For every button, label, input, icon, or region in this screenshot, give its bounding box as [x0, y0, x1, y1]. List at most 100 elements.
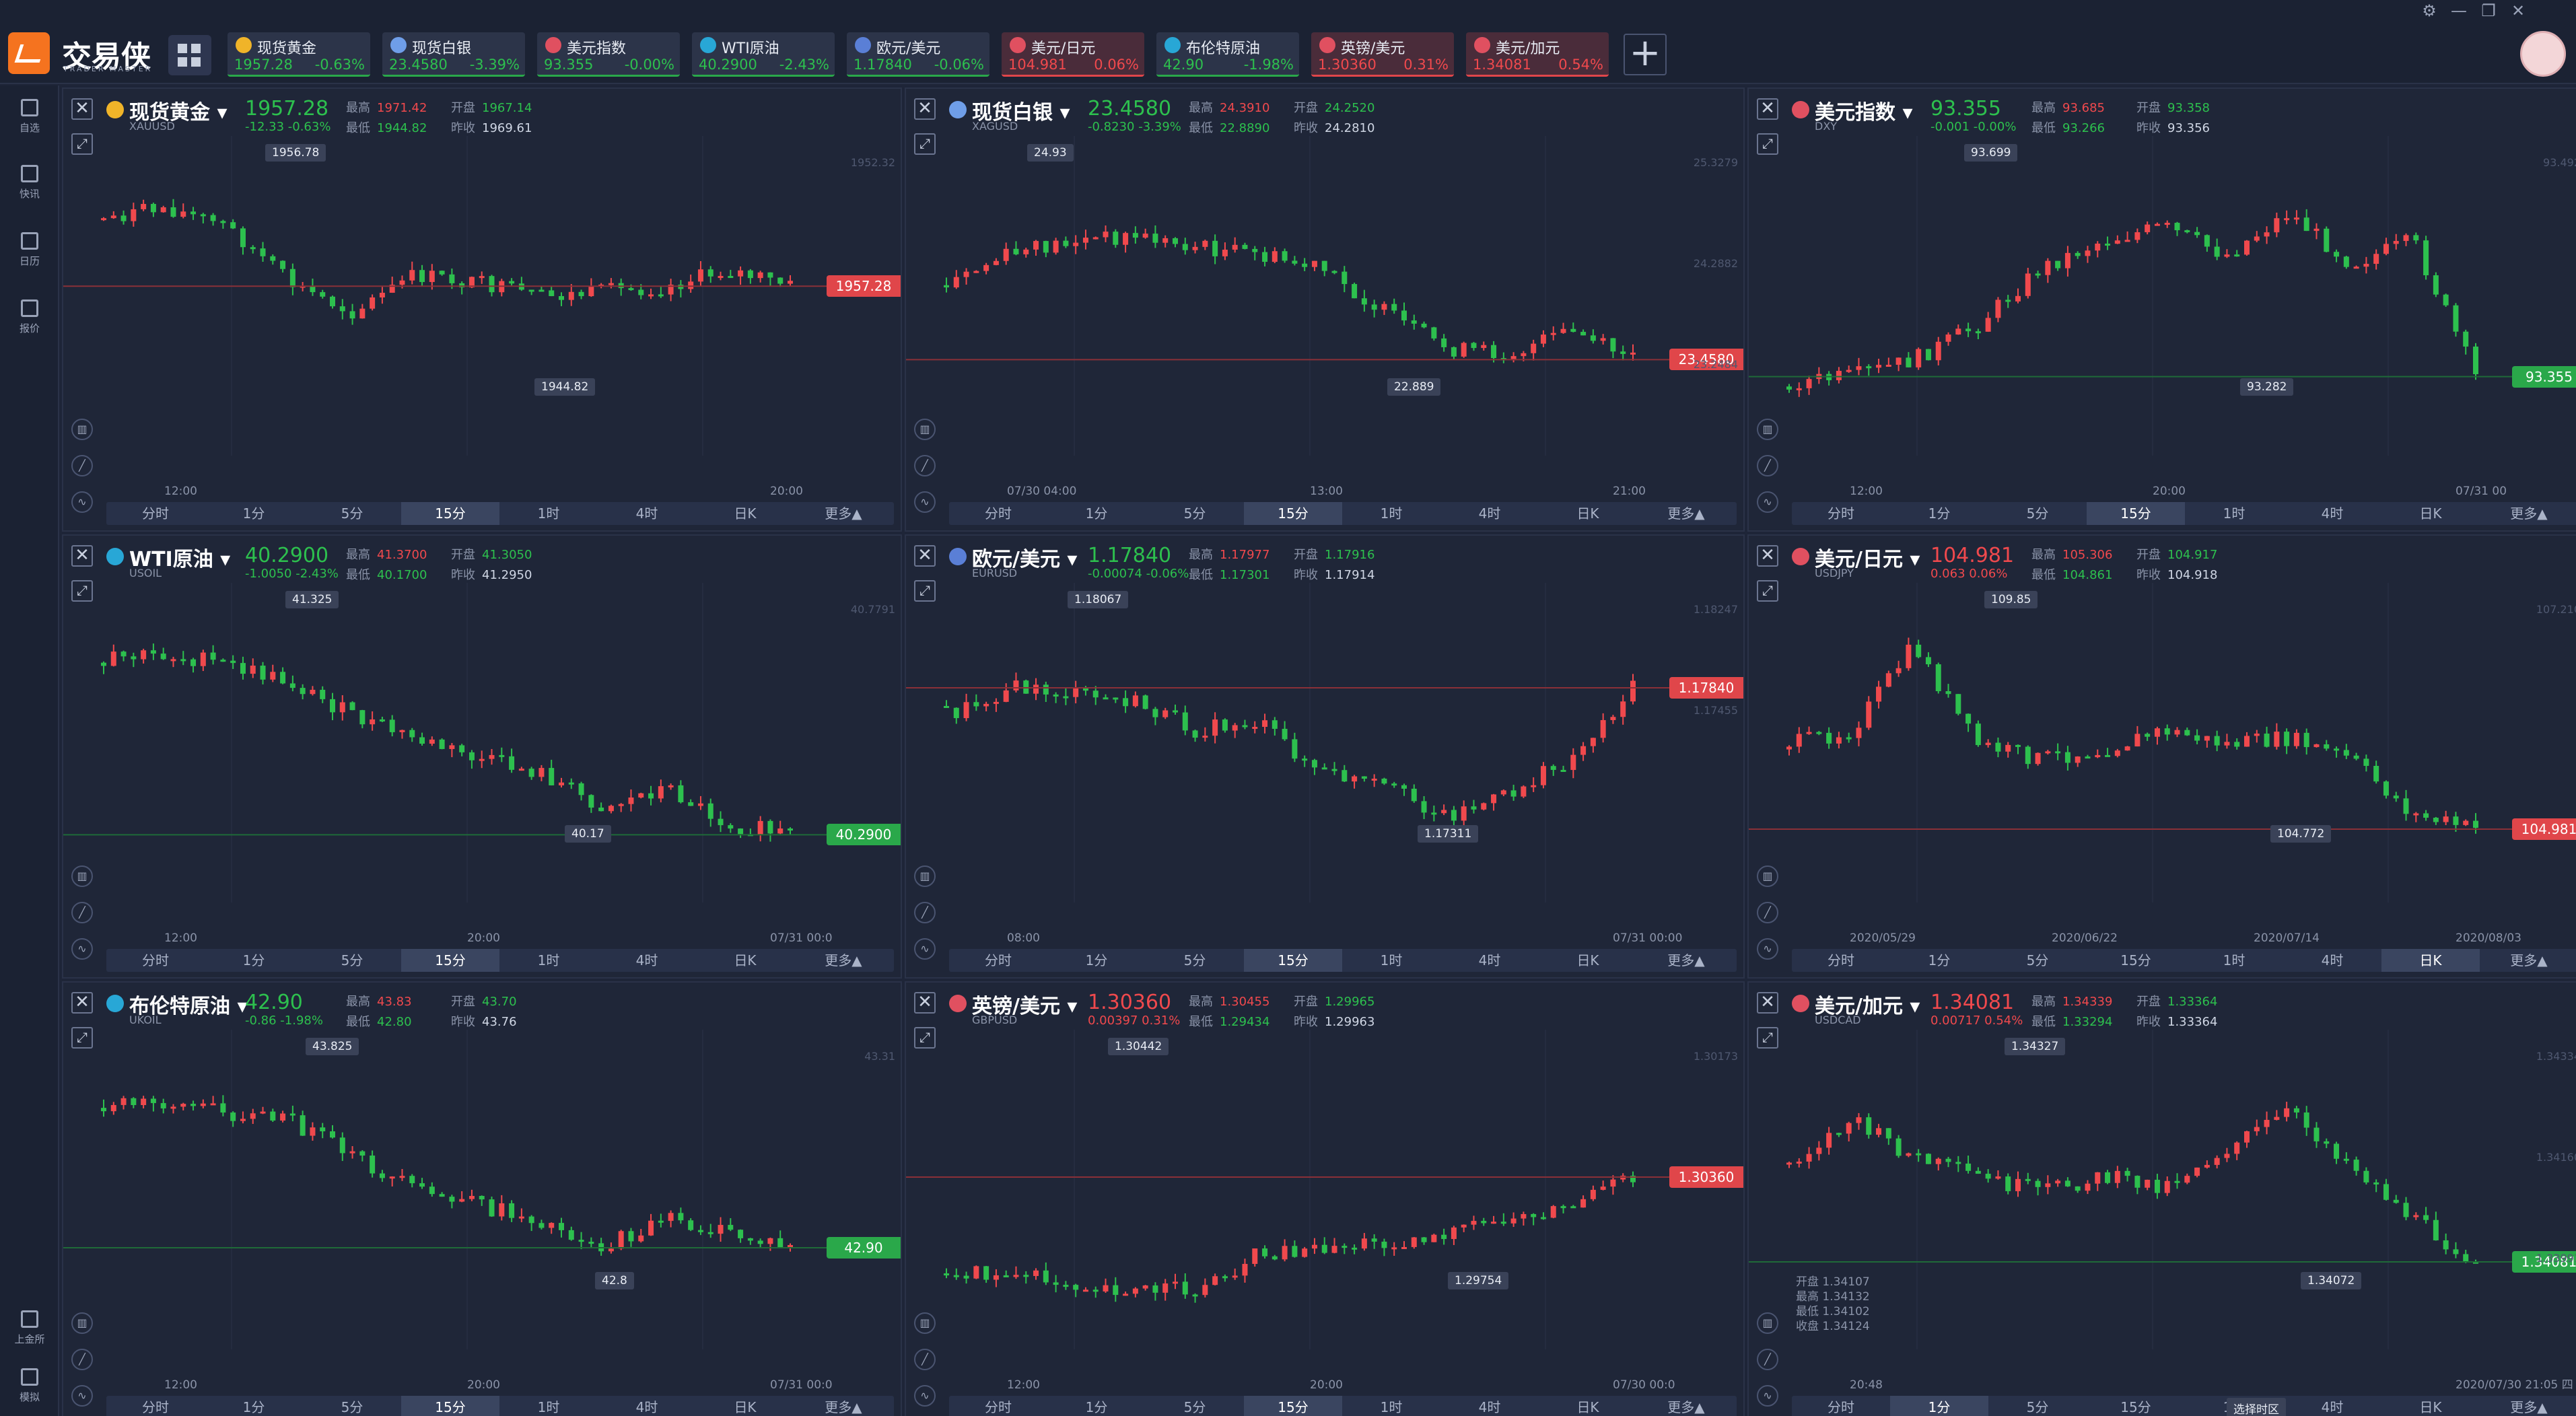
tab-timeframe-5[interactable]: 4时 [635, 505, 658, 522]
tab-timeframe-2[interactable]: 5分 [2026, 952, 2049, 968]
close-panel-button[interactable]: ✕ [71, 98, 93, 120]
tab-timeframe-5[interactable]: 4时 [2321, 505, 2344, 522]
tab-timeframe-6[interactable]: 日K [2381, 949, 2480, 972]
tab-timeframe-3[interactable]: 15分 [2087, 502, 2185, 525]
tab-timeframe-7[interactable]: 更多▲ [825, 1399, 862, 1415]
tab-timeframe-5[interactable]: 4时 [635, 952, 658, 968]
close-panel-button[interactable]: ✕ [1757, 98, 1778, 120]
candlestick-chart[interactable] [1749, 536, 2576, 940]
tab-timeframe-1[interactable]: 1分 [1085, 1399, 1108, 1415]
expand-panel-button[interactable]: ⤢ [914, 1027, 936, 1049]
close-panel-button[interactable]: ✕ [914, 545, 936, 567]
draw-line-icon[interactable]: ╱ [71, 1349, 93, 1370]
tab-timeframe-1[interactable]: 1分 [242, 1399, 265, 1415]
tab-timeframe-6[interactable]: 日K [734, 952, 757, 968]
select-timezone-button[interactable]: 选择时区 [2227, 1398, 2286, 1416]
indicator-icon[interactable]: ▥ [71, 419, 93, 440]
tab-timeframe-1[interactable]: 1分 [1890, 1396, 1988, 1416]
indicator-icon[interactable]: ▥ [71, 865, 93, 887]
tab-timeframe-6[interactable]: 日K [2419, 1399, 2442, 1415]
indicator-icon[interactable]: ▥ [914, 865, 936, 887]
sidebar-item-3[interactable]: 报价 [0, 299, 59, 335]
chart-type-icon[interactable]: ∿ [71, 1385, 93, 1407]
tab-timeframe-7[interactable]: 更多▲ [825, 505, 862, 522]
expand-panel-button[interactable]: ⤢ [1757, 580, 1778, 602]
indicator-icon[interactable]: ▥ [914, 419, 936, 440]
tab-timeframe-3[interactable]: 15分 [1244, 949, 1342, 972]
tab-timeframe-0[interactable]: 分时 [1827, 952, 1854, 968]
tab-timeframe-6[interactable]: 日K [1576, 505, 1599, 522]
indicator-icon[interactable]: ▥ [71, 1312, 93, 1334]
tab-timeframe-6[interactable]: 日K [1576, 1399, 1599, 1415]
ticker-0[interactable]: 现货黄金 1957.28 -0.63% [228, 32, 370, 77]
candlestick-chart[interactable] [906, 89, 1745, 493]
tab-timeframe-4[interactable]: 1时 [1380, 952, 1403, 968]
ticker-8[interactable]: 美元/加元 1.34081 0.54% [1466, 32, 1609, 77]
instrument-name[interactable]: WTI原油 ▾ [129, 548, 231, 571]
instrument-name[interactable]: 现货黄金 ▾ [129, 101, 228, 125]
ticker-6[interactable]: 布伦特原油 42.90 -1.98% [1156, 32, 1299, 77]
tab-timeframe-1[interactable]: 1分 [1085, 952, 1108, 968]
tab-timeframe-2[interactable]: 5分 [1183, 952, 1206, 968]
tab-timeframe-6[interactable]: 日K [734, 1399, 757, 1415]
draw-line-icon[interactable]: ╱ [71, 455, 93, 476]
tab-timeframe-1[interactable]: 1分 [1928, 505, 1951, 522]
close-panel-button[interactable]: ✕ [71, 992, 93, 1014]
chart-type-icon[interactable]: ∿ [914, 491, 936, 513]
close-panel-button[interactable]: ✕ [1757, 545, 1778, 567]
tab-timeframe-0[interactable]: 分时 [142, 505, 169, 522]
sidebar-item-5[interactable]: 模拟 [0, 1368, 59, 1404]
tab-timeframe-6[interactable]: 日K [1576, 952, 1599, 968]
tab-timeframe-4[interactable]: 1时 [2223, 952, 2246, 968]
draw-line-icon[interactable]: ╱ [1757, 1349, 1778, 1370]
close-panel-button[interactable]: ✕ [914, 98, 936, 120]
indicator-icon[interactable]: ▥ [914, 1312, 936, 1334]
tab-timeframe-4[interactable]: 1时 [537, 952, 560, 968]
tab-timeframe-1[interactable]: 1分 [1085, 505, 1108, 522]
tab-timeframe-2[interactable]: 5分 [2026, 505, 2049, 522]
tab-timeframe-5[interactable]: 4时 [2321, 1399, 2344, 1415]
tab-timeframe-3[interactable]: 15分 [401, 502, 499, 525]
tab-timeframe-2[interactable]: 5分 [2026, 1399, 2049, 1415]
tab-timeframe-3[interactable]: 15分 [401, 1396, 499, 1416]
add-ticker-button[interactable]: + [1624, 34, 1667, 75]
chart-type-icon[interactable]: ∿ [914, 938, 936, 960]
tab-timeframe-7[interactable]: 更多▲ [2510, 1399, 2548, 1415]
candlestick-chart[interactable] [63, 89, 902, 493]
draw-line-icon[interactable]: ╱ [1757, 455, 1778, 476]
settings-icon[interactable]: ⚙ [2422, 1, 2437, 20]
ticker-1[interactable]: 现货白银 23.4580 -3.39% [382, 32, 525, 77]
tab-timeframe-0[interactable]: 分时 [985, 505, 1012, 522]
tab-timeframe-5[interactable]: 4时 [1478, 1399, 1501, 1415]
tab-timeframe-0[interactable]: 分时 [142, 952, 169, 968]
tab-timeframe-0[interactable]: 分时 [1827, 1399, 1854, 1415]
tab-timeframe-5[interactable]: 4时 [1478, 505, 1501, 522]
chart-type-icon[interactable]: ∿ [1757, 491, 1778, 513]
tab-timeframe-7[interactable]: 更多▲ [1667, 505, 1705, 522]
close-panel-button[interactable]: ✕ [914, 992, 936, 1014]
indicator-icon[interactable]: ▥ [1757, 1312, 1778, 1334]
candlestick-chart[interactable] [906, 983, 1745, 1386]
tab-timeframe-1[interactable]: 1分 [1928, 952, 1951, 968]
tab-timeframe-7[interactable]: 更多▲ [2510, 952, 2548, 968]
tab-timeframe-5[interactable]: 4时 [2321, 952, 2344, 968]
chart-type-icon[interactable]: ∿ [1757, 1385, 1778, 1407]
sidebar-item-1[interactable]: 快讯 [0, 165, 59, 201]
expand-panel-button[interactable]: ⤢ [71, 1027, 93, 1049]
draw-line-icon[interactable]: ╱ [71, 902, 93, 923]
tab-timeframe-7[interactable]: 更多▲ [1667, 952, 1705, 968]
tab-timeframe-0[interactable]: 分时 [1827, 505, 1854, 522]
tab-timeframe-4[interactable]: 1时 [537, 1399, 560, 1415]
tab-timeframe-5[interactable]: 4时 [1478, 952, 1501, 968]
tab-timeframe-7[interactable]: 更多▲ [1667, 1399, 1705, 1415]
layout-grid-button[interactable] [168, 35, 211, 75]
chart-type-icon[interactable]: ∿ [1757, 938, 1778, 960]
chart-type-icon[interactable]: ∿ [71, 938, 93, 960]
expand-panel-button[interactable]: ⤢ [914, 580, 936, 602]
close-panel-button[interactable]: ✕ [1757, 992, 1778, 1014]
draw-line-icon[interactable]: ╱ [1757, 902, 1778, 923]
candlestick-chart[interactable] [63, 983, 902, 1386]
tab-timeframe-3[interactable]: 15分 [401, 949, 499, 972]
tab-timeframe-2[interactable]: 5分 [341, 952, 363, 968]
tab-timeframe-4[interactable]: 1时 [1380, 1399, 1403, 1415]
